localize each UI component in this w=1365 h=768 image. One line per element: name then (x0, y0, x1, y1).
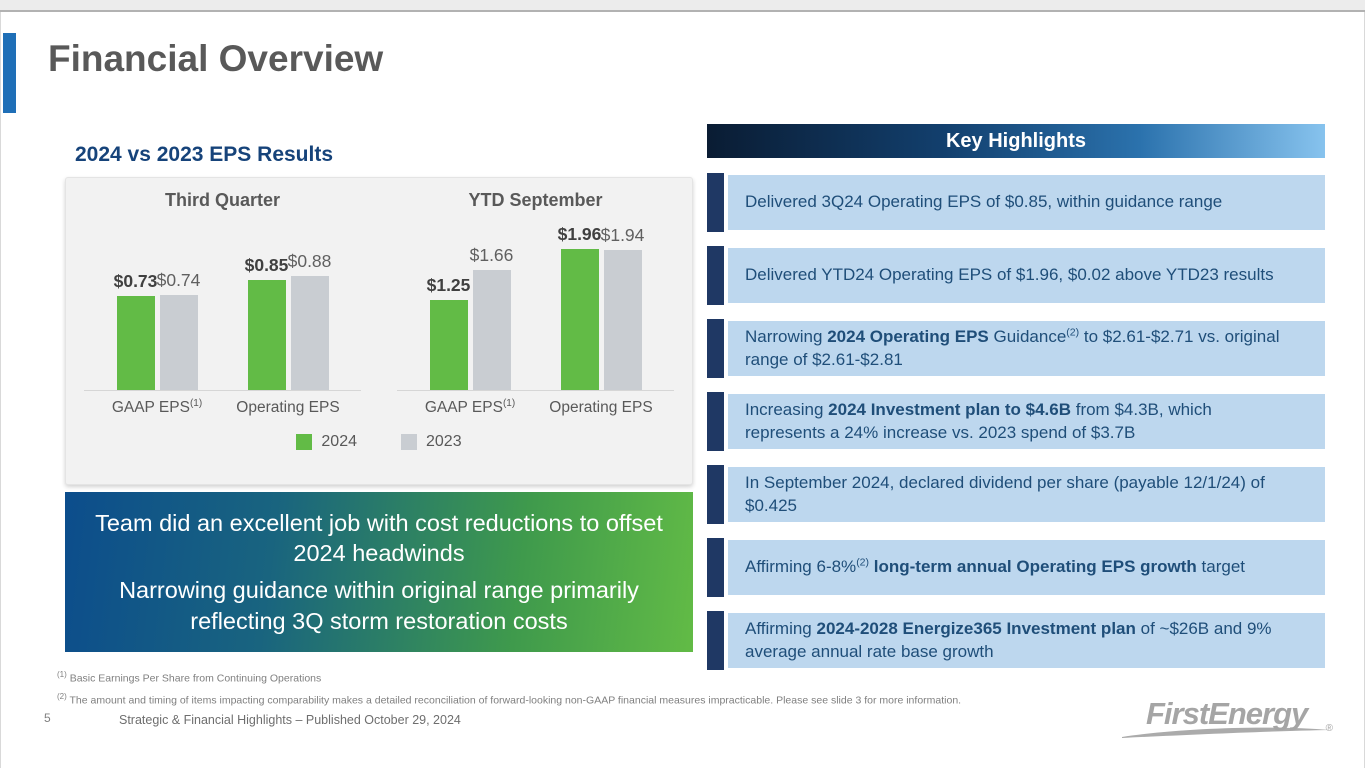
bar-value-label-2024: $0.73 (113, 271, 158, 291)
highlight-accent-bar (707, 465, 724, 524)
chart-legend: 2024 2023 (66, 433, 692, 451)
highlight-item: In September 2024, declared dividend per… (707, 465, 1325, 524)
bar-value-label-2023: $0.74 (156, 270, 201, 290)
highlight-item: Affirming 2024-2028 Energize365 Investme… (707, 611, 1325, 670)
highlight-box: Delivered 3Q24 Operating EPS of $0.85, w… (728, 175, 1325, 230)
highlight-text: Increasing 2024 Investment plan to $4.6B… (745, 399, 1212, 442)
highlight-box: Delivered YTD24 Operating EPS of $1.96, … (728, 248, 1325, 303)
highlight-box: In September 2024, declared dividend per… (728, 467, 1325, 522)
footer-text: Strategic & Financial Highlights – Publi… (119, 713, 461, 727)
legend-swatch-icon (401, 434, 417, 450)
category-label: Operating EPS (549, 399, 653, 416)
chart-group: Third Quarter $0.73 $0.74 $0.85 $0.88 GAAP EP… (66, 178, 379, 417)
footnote-2-text: The amount and timing of items impacting… (69, 694, 962, 706)
highlight-accent-bar (707, 538, 724, 597)
bar-pair: $0.85 $0.88 (245, 251, 331, 390)
category-labels: GAAP EPS (1) Operating EPS (66, 399, 379, 417)
callout-line-1: Team did an excellent job with cost redu… (95, 509, 663, 567)
chart-group-title: YTD September (468, 190, 603, 210)
bar-2024: $0.73 (114, 271, 157, 390)
highlight-accent-bar (707, 173, 724, 232)
highlight-accent-bar (707, 319, 724, 378)
highlight-box: Narrowing 2024 Operating EPS Guidance(2)… (728, 321, 1325, 376)
legend-item-2023: 2023 (401, 433, 462, 451)
legend-label: 2024 (321, 433, 357, 450)
chart-group-title: Third Quarter (164, 190, 280, 210)
highlight-text: Affirming 6-8%(2) long-term annual Opera… (745, 556, 1245, 577)
logo-swoosh-icon (1122, 727, 1330, 738)
bars-row: $1.25 $1.66 $1.96 $1.94 (379, 218, 692, 390)
bar-value-label-2023: $0.88 (287, 251, 332, 271)
top-rule (0, 0, 1365, 12)
chart-groups: Third Quarter $0.73 $0.74 $0.85 $0.88 GAAP EP… (66, 178, 692, 417)
highlight-accent-bar (707, 246, 724, 305)
bar-pair: $0.73 $0.74 (114, 270, 200, 390)
highlight-item: Increasing 2024 Investment plan to $4.6B… (707, 392, 1325, 451)
key-highlights-header: Key Highlights (707, 124, 1325, 158)
axis-baseline (84, 390, 361, 391)
title-accent-bar (3, 33, 16, 113)
bar-2024: $1.96 (558, 224, 601, 390)
footnote-1-marker: (1) (57, 670, 67, 679)
highlight-text: Delivered 3Q24 Operating EPS of $0.85, w… (745, 192, 1223, 212)
page-number: 5 (44, 711, 51, 725)
highlight-box: Increasing 2024 Investment plan to $4.6B… (728, 394, 1325, 449)
highlight-box: Affirming 2024-2028 Energize365 Investme… (728, 613, 1325, 668)
bar-2023: $0.88 (288, 251, 331, 390)
highlight-box: Affirming 6-8%(2) long-term annual Opera… (728, 540, 1325, 595)
category-label: Operating EPS (236, 399, 340, 416)
bar-2023: $1.94 (601, 225, 644, 390)
firstenergy-logo: FirstEnergy ® (1120, 694, 1335, 740)
highlight-item: Narrowing 2024 Operating EPS Guidance(2)… (707, 319, 1325, 378)
bar-2023: $1.66 (470, 245, 513, 390)
category-labels: GAAP EPS (1) Operating EPS (379, 399, 692, 417)
eps-section-heading: 2024 vs 2023 EPS Results (75, 143, 334, 166)
registered-trademark-icon: ® (1325, 723, 1333, 734)
highlight-text: Narrowing 2024 Operating EPS Guidance(2)… (745, 325, 1280, 369)
highlight-text: In September 2024, declared dividend per… (745, 472, 1265, 515)
bar-2024: $1.25 (427, 275, 470, 390)
legend-swatch-icon (296, 434, 313, 450)
bar-value-label-2024: $0.85 (244, 255, 289, 275)
bar-value-label-2023: $1.94 (600, 225, 645, 245)
bars-row: $0.73 $0.74 $0.85 $0.88 (66, 218, 379, 390)
highlight-text: Affirming 2024-2028 Energize365 Investme… (745, 618, 1272, 661)
bar-value-label-2024: $1.25 (426, 275, 471, 295)
legend-item-2024: 2024 (296, 433, 357, 451)
footnotes: (1) Basic Earnings Per Share from Contin… (57, 666, 961, 709)
bar-pair: $1.25 $1.66 (427, 245, 513, 390)
summary-callout-banner: Team did an excellent job with cost redu… (65, 492, 693, 652)
footnote-2: (2) The amount and timing of items impac… (57, 688, 961, 710)
chart-group: YTD September $1.25 $1.66 $1.96 $1.94 GAAP EP… (379, 178, 692, 417)
highlight-item: Affirming 6-8%(2) long-term annual Opera… (707, 538, 1325, 597)
bar-2024: $0.85 (245, 255, 288, 390)
bar-value-label-2023: $1.66 (469, 245, 514, 265)
highlight-accent-bar (707, 392, 724, 451)
highlight-item: Delivered 3Q24 Operating EPS of $0.85, w… (707, 173, 1325, 232)
footnote-1-text: Basic Earnings Per Share from Continuing… (69, 672, 322, 685)
key-highlights-list: Delivered 3Q24 Operating EPS of $0.85, w… (707, 173, 1325, 670)
legend-label: 2023 (426, 433, 462, 450)
bar-2023: $0.74 (157, 270, 200, 390)
bar-pair: $1.96 $1.94 (558, 224, 644, 390)
category-label: GAAP EPS (1) (424, 398, 516, 417)
logo-wordmark: FirstEnergy (1146, 696, 1308, 731)
left-edge-rule (0, 12, 1, 768)
highlight-text: Delivered YTD24 Operating EPS of $1.96, … (745, 265, 1274, 285)
page-title: Financial Overview (48, 38, 384, 79)
highlight-accent-bar (707, 611, 724, 670)
callout-line-2: Narrowing guidance within original range… (119, 577, 639, 634)
bar-value-label-2024: $1.96 (557, 224, 602, 244)
footnote-2-marker: (2) (57, 691, 67, 701)
footnote-1: (1) Basic Earnings Per Share from Contin… (57, 666, 961, 688)
axis-baseline (397, 390, 674, 391)
eps-bar-chart: Third Quarter $0.73 $0.74 $0.85 $0.88 GAAP EP… (65, 177, 693, 485)
category-label: GAAP EPS (1) (111, 398, 203, 417)
highlight-item: Delivered YTD24 Operating EPS of $1.96, … (707, 246, 1325, 305)
